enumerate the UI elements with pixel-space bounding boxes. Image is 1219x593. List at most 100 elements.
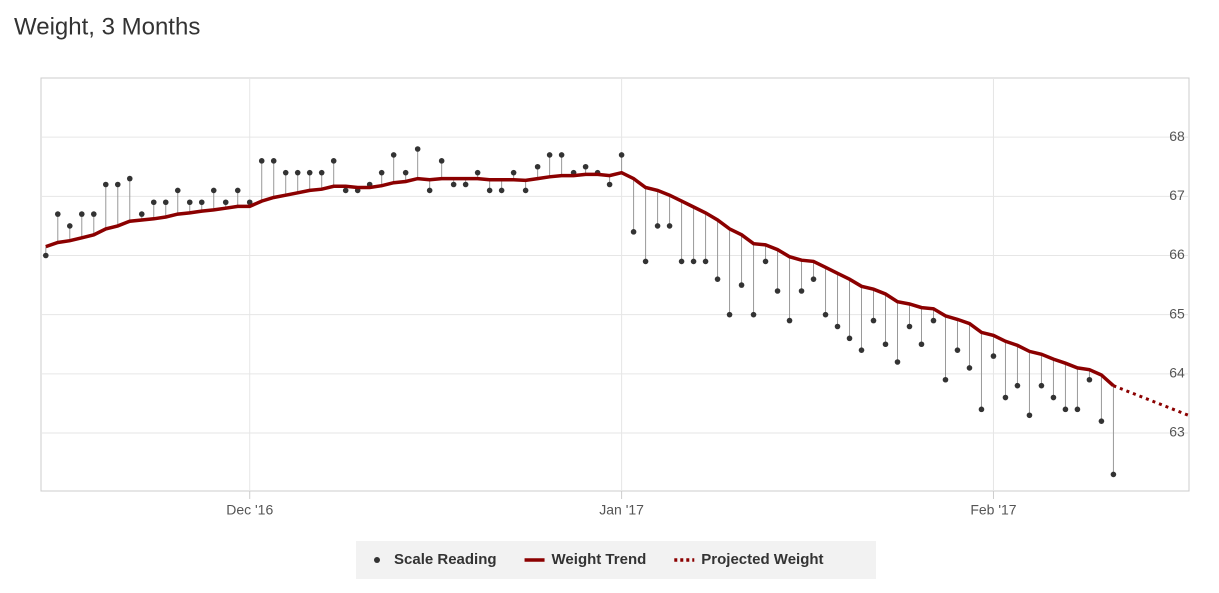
scale-reading-point <box>378 169 385 176</box>
scale-reading-point <box>558 152 565 158</box>
scale-reading-point <box>606 181 613 188</box>
scale-reading-point <box>78 211 85 217</box>
scale-reading-point <box>1050 394 1057 401</box>
scale-reading-point <box>666 223 673 229</box>
legend-label: Scale Reading <box>394 551 497 568</box>
scale-reading-point <box>282 169 289 176</box>
scale-reading-point <box>54 211 61 217</box>
scale-reading-point <box>870 317 877 324</box>
scale-reading-point <box>1026 412 1033 419</box>
scale-reading-point <box>342 187 349 194</box>
scale-reading-point <box>798 288 805 294</box>
scale-reading-point <box>1098 418 1105 424</box>
x-tick-label: Feb '17 <box>970 502 1016 518</box>
scale-reading-point <box>474 169 481 176</box>
scale-reading-point <box>126 175 133 182</box>
scale-reading-point <box>834 323 841 330</box>
y-tick-label: 66 <box>1169 246 1185 262</box>
scale-reading-point <box>234 187 241 194</box>
y-tick-label: 63 <box>1169 424 1185 440</box>
scale-reading-point <box>498 187 505 194</box>
legend-label: Weight Trend <box>552 551 647 568</box>
scale-reading-point <box>450 181 457 188</box>
scale-reading-point <box>318 169 325 176</box>
scale-reading-point <box>306 169 313 176</box>
scale-reading-point <box>966 365 973 371</box>
scale-reading-point <box>186 199 193 206</box>
legend-box <box>356 541 876 579</box>
y-tick-label: 65 <box>1169 305 1185 321</box>
scale-reading-point <box>534 163 541 170</box>
scale-reading-point <box>726 311 733 318</box>
scale-reading-point <box>906 323 913 330</box>
scale-reading-point <box>114 181 121 188</box>
scale-reading-point <box>462 181 469 188</box>
scale-reading-point <box>942 376 949 383</box>
scale-reading-point <box>222 199 229 206</box>
scale-reading-point <box>1038 382 1045 389</box>
scale-reading-point <box>270 158 277 164</box>
scale-reading-point <box>162 199 169 206</box>
scale-reading-point <box>930 317 937 324</box>
scale-reading-point <box>762 258 769 265</box>
scale-reading-point <box>174 187 181 194</box>
scale-reading-point <box>1110 471 1117 478</box>
scale-reading-point <box>954 347 961 353</box>
scale-reading-point <box>582 163 589 170</box>
scale-reading-point <box>138 211 145 217</box>
scale-reading-point <box>546 152 553 158</box>
y-tick-label: 68 <box>1169 128 1185 144</box>
scale-reading-point <box>642 258 649 265</box>
scale-reading-point <box>774 288 781 294</box>
chart-title: Weight, 3 Months <box>14 13 200 40</box>
scale-reading-point <box>918 341 925 348</box>
scale-reading-point <box>750 311 757 318</box>
scale-reading-point <box>858 347 865 353</box>
scale-reading-point <box>990 353 997 359</box>
scale-reading-point <box>522 187 529 194</box>
scale-reading-point <box>822 311 829 318</box>
scale-reading-point <box>678 258 685 265</box>
trend-line <box>45 170 1115 388</box>
scale-reading-point <box>426 187 433 194</box>
scale-reading-point <box>702 258 709 265</box>
scale-reading-point <box>42 252 49 259</box>
legend-marker <box>374 557 380 563</box>
scale-reading-point <box>1086 376 1093 383</box>
scale-reading-point <box>198 199 205 206</box>
scale-reading-point <box>690 258 697 265</box>
scale-reading-point <box>486 187 493 194</box>
scale-reading-point <box>90 211 97 217</box>
scale-reading-point <box>414 146 421 152</box>
scale-reading-point <box>438 158 445 164</box>
scale-reading-point <box>294 169 301 176</box>
scale-reading-point <box>618 152 625 158</box>
scale-reading-point <box>882 341 889 348</box>
scale-reading-point <box>1062 406 1069 413</box>
scale-reading-point <box>810 276 817 282</box>
scale-reading-point <box>210 187 217 194</box>
scale-reading-point <box>510 169 517 176</box>
scale-reading-point <box>246 199 253 206</box>
legend-label: Projected Weight <box>701 551 823 568</box>
scale-reading-point <box>402 169 409 176</box>
scale-reading-point <box>654 223 661 229</box>
plot-frame <box>40 77 1190 492</box>
scale-reading-point <box>738 282 745 288</box>
scale-reading-point <box>714 276 721 282</box>
projection-line <box>1112 384 1189 417</box>
scale-reading-point <box>846 335 853 342</box>
scale-reading-point <box>630 229 637 235</box>
scale-reading-point <box>1074 406 1081 413</box>
y-tick-label: 64 <box>1169 365 1185 381</box>
scale-reading-point <box>1002 394 1009 401</box>
scale-reading-point <box>390 152 397 158</box>
x-tick-label: Dec '16 <box>226 502 273 518</box>
scale-reading-point <box>258 158 265 164</box>
scale-reading-point <box>786 317 793 324</box>
scale-reading-point <box>150 199 157 206</box>
scale-reading-point <box>102 181 109 188</box>
scale-reading-point <box>978 406 985 413</box>
scale-reading-point <box>66 223 73 229</box>
